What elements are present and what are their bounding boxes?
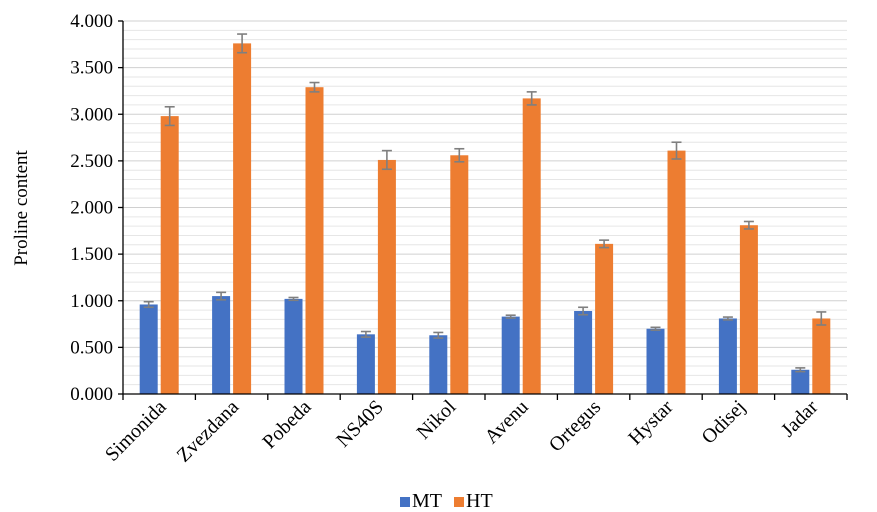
y-tick-label: 1.500 [70,244,113,265]
error-bar-ht-avenu [526,91,537,106]
y-tick-label: 2.500 [70,151,113,172]
legend-swatch-mt [400,497,410,507]
error-bar-ht-jadar [816,311,827,326]
error-bar-ht-nikol [454,147,465,163]
bar-ht-jadar [812,318,831,394]
x-tick-label-jadar: Jadar [777,396,823,442]
error-bar-mt-pobeda [288,296,299,302]
y-tick-label: 4.000 [70,11,113,32]
bar-ht-avenu [522,98,541,395]
bar-ht-nikol [450,155,469,394]
x-tick-label-ns40s: NS40S [332,396,388,452]
bar-mt-jadar [791,369,810,394]
bar-mt-ns40s [356,334,375,394]
x-tick-label-odisej: Odisej [697,396,749,448]
x-tick-label-hystar: Hystar [624,396,677,449]
y-tick-label: 3.500 [70,58,113,79]
legend: MT HT [400,490,493,512]
x-tick-label-pobeda: Pobeda [258,396,315,453]
y-tick-label: 0.500 [70,337,113,358]
y-tick-label: 2.000 [70,198,113,219]
y-tick-label: 1.000 [70,291,113,312]
error-bar-mt-ns40s [360,330,371,338]
error-bar-mt-jadar [795,367,806,373]
error-bar-ht-zvezdana [237,33,248,54]
x-tick-label-ortegus: Ortegus [545,396,605,456]
legend-swatch-ht [454,497,464,507]
error-bar-mt-simonida [143,300,154,309]
bar-ht-ns40s [377,159,396,394]
bar-mt-zvezdana [212,296,231,394]
x-tick-label-simonida: Simonida [101,396,171,466]
bar-mt-ortegus [574,311,593,394]
bar-ht-zvezdana [233,43,252,394]
bar-mt-hystar [646,328,665,394]
bar-ht-odisej [739,225,758,394]
error-bar-ht-odisej [743,220,754,230]
bar-ht-simonida [160,116,179,395]
error-bar-ht-hystar [671,141,682,160]
bar-mt-odisej [718,318,737,394]
bar-mt-pobeda [284,298,303,394]
error-bar-mt-avenu [505,314,516,319]
bar-mt-simonida [139,304,158,394]
legend-label-mt: MT [412,490,442,512]
bar-ht-hystar [667,150,686,394]
x-tick-label-avenu: Avenu [481,396,533,448]
legend-label-ht: HT [466,490,493,512]
error-bar-mt-zvezdana [216,291,227,301]
error-bar-ht-ortegus [599,239,610,249]
bar-ht-ortegus [595,243,614,394]
error-bar-mt-ortegus [578,306,589,316]
bar-mt-avenu [501,316,520,394]
x-tick-label-zvezdana: Zvezdana [173,396,244,467]
bar-mt-nikol [429,335,448,394]
error-bar-mt-nikol [433,331,444,339]
y-axis-title: Proline content [11,150,32,266]
y-tick-label: 0.000 [70,384,113,405]
error-bar-ht-ns40s [381,149,392,171]
error-bar-ht-pobeda [309,81,320,93]
error-bar-ht-simonida [164,105,175,127]
error-bar-mt-hystar [650,326,661,331]
y-tick-label: 3.000 [70,104,113,125]
error-bar-mt-odisej [722,316,733,321]
x-tick-label-nikol: Nikol [413,396,461,444]
bar-ht-pobeda [305,87,324,395]
